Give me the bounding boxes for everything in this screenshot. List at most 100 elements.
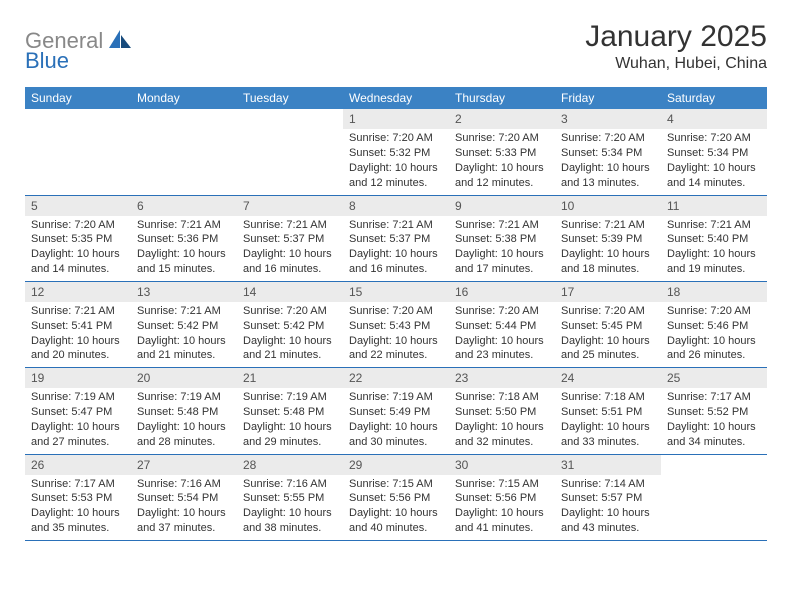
sunrise-text: Sunrise: 7:20 AM [455, 131, 549, 146]
sail-icon [109, 30, 131, 53]
day-details: Sunrise: 7:21 AMSunset: 5:41 PMDaylight:… [25, 302, 131, 367]
week-row: 26Sunrise: 7:17 AMSunset: 5:53 PMDayligh… [25, 454, 767, 540]
daylight-line1: Daylight: 10 hours [455, 420, 549, 435]
sunset-text: Sunset: 5:36 PM [137, 232, 231, 247]
day-cell: 9Sunrise: 7:21 AMSunset: 5:38 PMDaylight… [449, 195, 555, 281]
daylight-line2: and 35 minutes. [31, 521, 125, 536]
daylight-line2: and 37 minutes. [137, 521, 231, 536]
calendar-table: Sunday Monday Tuesday Wednesday Thursday… [25, 87, 767, 541]
dayhead-fri: Friday [555, 87, 661, 109]
sunset-text: Sunset: 5:37 PM [349, 232, 443, 247]
dayhead-mon: Monday [131, 87, 237, 109]
daylight-line1: Daylight: 10 hours [561, 334, 655, 349]
sunset-text: Sunset: 5:49 PM [349, 405, 443, 420]
sunset-text: Sunset: 5:41 PM [31, 319, 125, 334]
day-cell: 12Sunrise: 7:21 AMSunset: 5:41 PMDayligh… [25, 281, 131, 367]
day-cell: 28Sunrise: 7:16 AMSunset: 5:55 PMDayligh… [237, 454, 343, 540]
sunrise-text: Sunrise: 7:20 AM [243, 304, 337, 319]
day-number: 6 [131, 196, 237, 216]
daylight-line1: Daylight: 10 hours [561, 161, 655, 176]
sunset-text: Sunset: 5:34 PM [561, 146, 655, 161]
sunrise-text: Sunrise: 7:17 AM [667, 390, 761, 405]
daylight-line1: Daylight: 10 hours [243, 506, 337, 521]
sunrise-text: Sunrise: 7:21 AM [137, 218, 231, 233]
day-number: 21 [237, 368, 343, 388]
daylight-line2: and 30 minutes. [349, 435, 443, 450]
sunrise-text: Sunrise: 7:14 AM [561, 477, 655, 492]
sunset-text: Sunset: 5:48 PM [243, 405, 337, 420]
daylight-line1: Daylight: 10 hours [137, 420, 231, 435]
day-cell [25, 109, 131, 195]
daylight-line2: and 18 minutes. [561, 262, 655, 277]
day-cell: 5Sunrise: 7:20 AMSunset: 5:35 PMDaylight… [25, 195, 131, 281]
daylight-line1: Daylight: 10 hours [667, 247, 761, 262]
daylight-line1: Daylight: 10 hours [455, 161, 549, 176]
sunrise-text: Sunrise: 7:16 AM [137, 477, 231, 492]
day-cell: 2Sunrise: 7:20 AMSunset: 5:33 PMDaylight… [449, 109, 555, 195]
daylight-line1: Daylight: 10 hours [349, 420, 443, 435]
daylight-line2: and 26 minutes. [667, 348, 761, 363]
daylight-line2: and 21 minutes. [243, 348, 337, 363]
day-cell: 23Sunrise: 7:18 AMSunset: 5:50 PMDayligh… [449, 368, 555, 454]
day-cell: 19Sunrise: 7:19 AMSunset: 5:47 PMDayligh… [25, 368, 131, 454]
day-number: 23 [449, 368, 555, 388]
day-details: Sunrise: 7:15 AMSunset: 5:56 PMDaylight:… [343, 475, 449, 540]
day-cell: 17Sunrise: 7:20 AMSunset: 5:45 PMDayligh… [555, 281, 661, 367]
daylight-line1: Daylight: 10 hours [137, 247, 231, 262]
day-details: Sunrise: 7:21 AMSunset: 5:37 PMDaylight:… [237, 216, 343, 281]
day-cell [661, 454, 767, 540]
day-details: Sunrise: 7:20 AMSunset: 5:46 PMDaylight:… [661, 302, 767, 367]
day-details: Sunrise: 7:19 AMSunset: 5:47 PMDaylight:… [25, 388, 131, 453]
daylight-line2: and 12 minutes. [455, 176, 549, 191]
sunrise-text: Sunrise: 7:21 AM [455, 218, 549, 233]
day-details: Sunrise: 7:20 AMSunset: 5:34 PMDaylight:… [661, 129, 767, 194]
day-details: Sunrise: 7:20 AMSunset: 5:32 PMDaylight:… [343, 129, 449, 194]
sunrise-text: Sunrise: 7:20 AM [455, 304, 549, 319]
day-cell: 10Sunrise: 7:21 AMSunset: 5:39 PMDayligh… [555, 195, 661, 281]
daylight-line1: Daylight: 10 hours [455, 334, 549, 349]
daylight-line2: and 16 minutes. [349, 262, 443, 277]
sunrise-text: Sunrise: 7:21 AM [561, 218, 655, 233]
day-number: 31 [555, 455, 661, 475]
daylight-line2: and 19 minutes. [667, 262, 761, 277]
sunrise-text: Sunrise: 7:20 AM [667, 131, 761, 146]
day-cell [131, 109, 237, 195]
sunrise-text: Sunrise: 7:20 AM [349, 304, 443, 319]
sunrise-text: Sunrise: 7:20 AM [31, 218, 125, 233]
daylight-line2: and 14 minutes. [31, 262, 125, 277]
day-number: 14 [237, 282, 343, 302]
daylight-line2: and 21 minutes. [137, 348, 231, 363]
sunset-text: Sunset: 5:33 PM [455, 146, 549, 161]
daylight-line2: and 27 minutes. [31, 435, 125, 450]
sunrise-text: Sunrise: 7:19 AM [31, 390, 125, 405]
day-cell: 3Sunrise: 7:20 AMSunset: 5:34 PMDaylight… [555, 109, 661, 195]
dayhead-tue: Tuesday [237, 87, 343, 109]
day-details: Sunrise: 7:20 AMSunset: 5:34 PMDaylight:… [555, 129, 661, 194]
day-cell: 30Sunrise: 7:15 AMSunset: 5:56 PMDayligh… [449, 454, 555, 540]
daylight-line1: Daylight: 10 hours [667, 420, 761, 435]
day-details: Sunrise: 7:15 AMSunset: 5:56 PMDaylight:… [449, 475, 555, 540]
day-number: 11 [661, 196, 767, 216]
sunset-text: Sunset: 5:51 PM [561, 405, 655, 420]
day-details: Sunrise: 7:17 AMSunset: 5:53 PMDaylight:… [25, 475, 131, 540]
daylight-line2: and 38 minutes. [243, 521, 337, 536]
day-number: 8 [343, 196, 449, 216]
page-header: General January 2025 Wuhan, Hubei, China [25, 20, 767, 73]
daylight-line2: and 23 minutes. [455, 348, 549, 363]
day-details: Sunrise: 7:21 AMSunset: 5:38 PMDaylight:… [449, 216, 555, 281]
daylight-line1: Daylight: 10 hours [349, 334, 443, 349]
day-number: 29 [343, 455, 449, 475]
sunset-text: Sunset: 5:45 PM [561, 319, 655, 334]
sunrise-text: Sunrise: 7:21 AM [349, 218, 443, 233]
daylight-line2: and 28 minutes. [137, 435, 231, 450]
week-row: 19Sunrise: 7:19 AMSunset: 5:47 PMDayligh… [25, 368, 767, 454]
daylight-line1: Daylight: 10 hours [243, 420, 337, 435]
sunset-text: Sunset: 5:40 PM [667, 232, 761, 247]
dayhead-sat: Saturday [661, 87, 767, 109]
day-number: 3 [555, 109, 661, 129]
month-title: January 2025 [585, 20, 767, 53]
daylight-line1: Daylight: 10 hours [561, 506, 655, 521]
daylight-line2: and 15 minutes. [137, 262, 231, 277]
day-number: 20 [131, 368, 237, 388]
daylight-line2: and 43 minutes. [561, 521, 655, 536]
